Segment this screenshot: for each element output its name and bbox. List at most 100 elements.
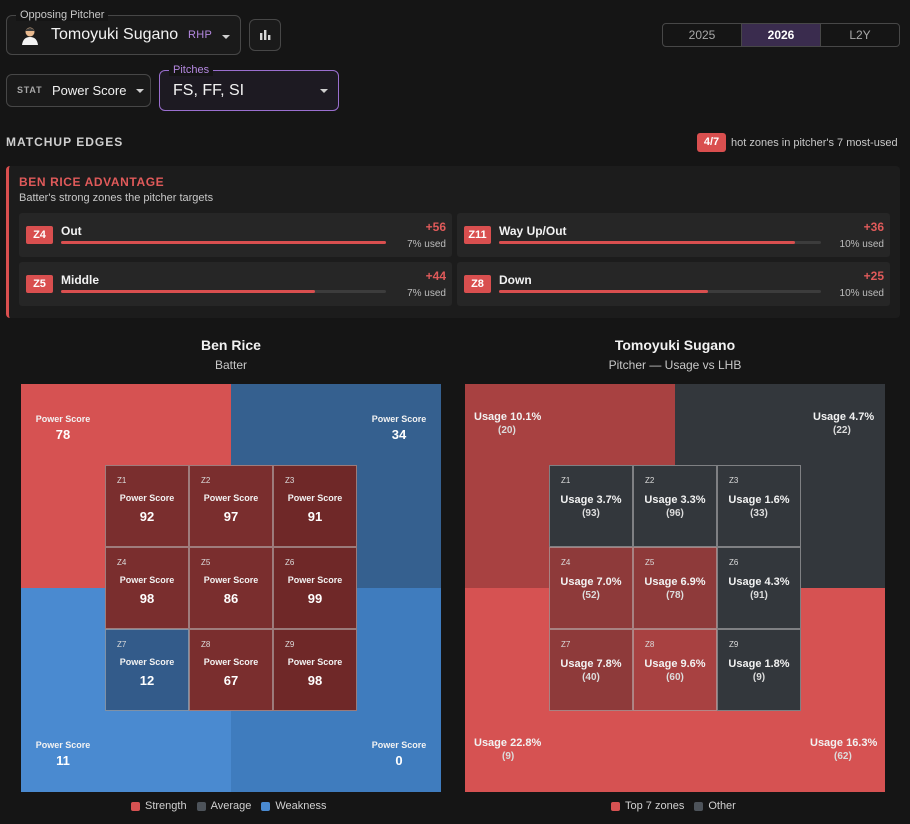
legend-swatch [611, 801, 620, 811]
zone-usage: Usage 1.6% [728, 494, 790, 506]
zone-badge: Z8 [464, 275, 491, 293]
batter-plot-subtitle: Batter [214, 358, 247, 372]
edge-bar [499, 290, 821, 293]
zone-cell[interactable]: Z2 Usage 3.3% (96) [633, 465, 717, 547]
legend-swatch [694, 801, 704, 811]
legend-item: Top 7 zones [611, 800, 684, 812]
zone-cell[interactable]: Z6 Power Score 99 [273, 547, 357, 629]
zone-badge: Z11 [464, 226, 491, 244]
edge-bar [499, 241, 821, 244]
zone-id: Z1 [561, 476, 571, 485]
zone-count: (52) [582, 590, 600, 601]
pitches-select[interactable]: Pitches FS, FF, SI [159, 64, 339, 111]
matchup-edges-title: MATCHUP EDGES [6, 135, 124, 149]
edge-used: 7% used [407, 288, 446, 299]
legend-swatch [196, 801, 206, 811]
edge-row[interactable]: Z4 Out +56 7% used [19, 213, 452, 257]
advantage-card: BEN RICE ADVANTAGE Batter's strong zones… [6, 166, 900, 318]
zone-cell[interactable]: Z4 Power Score 98 [105, 547, 189, 629]
zone-id: Z5 [645, 558, 655, 567]
zone-cell[interactable]: Z3 Power Score 91 [273, 465, 357, 547]
opposing-pitcher-label: Opposing Pitcher [16, 9, 109, 21]
quad-usage: Usage 22.8% [474, 737, 542, 749]
zone-metric-label: Power Score [203, 493, 259, 503]
zone-value: 91 [307, 509, 323, 524]
zone-cell[interactable]: Z5 Power Score 86 [189, 547, 273, 629]
chevron-down-icon [136, 89, 144, 93]
quad-value: 34 [391, 427, 407, 442]
batter-legend: Strength Average Weakness [131, 800, 327, 812]
edge-delta: +44 [425, 269, 446, 283]
legend-label: Strength [145, 800, 187, 812]
edge-row[interactable]: Z11 Way Up/Out +36 10% used [457, 213, 890, 257]
quad-usage: Usage 16.3% [810, 737, 878, 749]
quad-label: Power Score [35, 414, 91, 424]
zone-cell[interactable]: Z9 Usage 1.8% (9) [717, 629, 801, 711]
stat-value: Power Score [52, 83, 127, 98]
zone-id: Z1 [117, 476, 127, 485]
zone-count: (91) [750, 590, 768, 601]
zone-id: Z6 [285, 558, 295, 567]
pitcher-name: Tomoyuki Sugano [51, 26, 179, 43]
season-2026-tab[interactable]: 2026 [742, 24, 821, 46]
pitcher-plot-subtitle: Pitcher — Usage vs LHB [608, 358, 742, 372]
zone-id: Z2 [645, 476, 655, 485]
hot-zones-text: hot zones in pitcher's 7 most-used [731, 137, 898, 149]
zone-cell[interactable]: Z9 Power Score 98 [273, 629, 357, 711]
zone-id: Z2 [201, 476, 211, 485]
zone-id: Z3 [285, 476, 295, 485]
zone-cell[interactable]: Z2 Power Score 97 [189, 465, 273, 547]
edge-row[interactable]: Z5 Middle +44 7% used [19, 262, 452, 306]
zone-id: Z4 [117, 558, 127, 567]
zone-usage: Usage 9.6% [644, 658, 706, 670]
quad-count: (62) [834, 751, 852, 762]
zone-value: 98 [139, 591, 155, 606]
zone-cell[interactable]: Z1 Usage 3.7% (93) [549, 465, 633, 547]
legend-label: Top 7 zones [625, 800, 685, 812]
zone-cell[interactable]: Z6 Usage 4.3% (91) [717, 547, 801, 629]
season-l2y-tab[interactable]: L2Y [849, 28, 871, 42]
bar-chart-icon [260, 30, 271, 40]
quad-value: 0 [395, 753, 403, 768]
zone-cell[interactable]: Z3 Usage 1.6% (33) [717, 465, 801, 547]
zone-id: Z5 [201, 558, 211, 567]
zone-count: (96) [666, 508, 684, 519]
zone-cell[interactable]: Z7 Usage 7.8% (40) [549, 629, 633, 711]
zone-badge: Z5 [26, 275, 53, 293]
zone-usage: Usage 7.0% [560, 576, 622, 588]
stat-select[interactable]: STAT Power Score [6, 74, 151, 107]
edge-row[interactable]: Z8 Down +25 10% used [457, 262, 890, 306]
zone-cell[interactable]: Z7 Power Score 12 [105, 629, 189, 711]
legend-item: Other [694, 800, 736, 812]
opposing-pitcher-select[interactable]: Opposing Pitcher Tomoyuki Sugano RHP [6, 9, 241, 55]
zone-cell[interactable]: Z4 Usage 7.0% (52) [549, 547, 633, 629]
zone-usage: Usage 1.8% [728, 658, 790, 670]
zone-count: (93) [582, 508, 600, 519]
zone-metric-label: Power Score [287, 575, 343, 585]
season-2025-tab[interactable]: 2025 [663, 24, 742, 46]
zone-cell[interactable]: Z5 Usage 6.9% (78) [633, 547, 717, 629]
edge-bar-fill [61, 290, 315, 293]
legend-label: Weakness [275, 800, 327, 812]
zone-id: Z7 [561, 640, 571, 649]
zone-id: Z4 [561, 558, 571, 567]
zone-cell[interactable]: Z8 Usage 9.6% (60) [633, 629, 717, 711]
chart-toggle-button[interactable] [249, 19, 281, 51]
zone-count: (40) [582, 672, 600, 683]
edge-name: Out [61, 224, 82, 238]
quad-count: (9) [502, 751, 515, 762]
zone-count: (78) [666, 590, 684, 601]
batter-zone-plot: Power Score 78 Power Score 34 Power Scor… [21, 384, 441, 792]
zone-id: Z3 [729, 476, 739, 485]
edge-used: 7% used [407, 239, 446, 250]
zone-metric-label: Power Score [287, 493, 343, 503]
quad-value: 11 [56, 753, 70, 768]
quad-value: 78 [55, 427, 71, 442]
zone-id: Z9 [729, 640, 739, 649]
zone-cell[interactable]: Z8 Power Score 67 [189, 629, 273, 711]
strike-zone-grid: Z1 Usage 3.7% (93) Z2 Usage 3.3% (96) Z3 Usag… [549, 465, 801, 711]
quad-count: (20) [498, 425, 516, 436]
zone-cell[interactable]: Z1 Power Score 92 [105, 465, 189, 547]
zone-badge: Z4 [26, 226, 53, 244]
legend-label: Average [210, 800, 252, 812]
